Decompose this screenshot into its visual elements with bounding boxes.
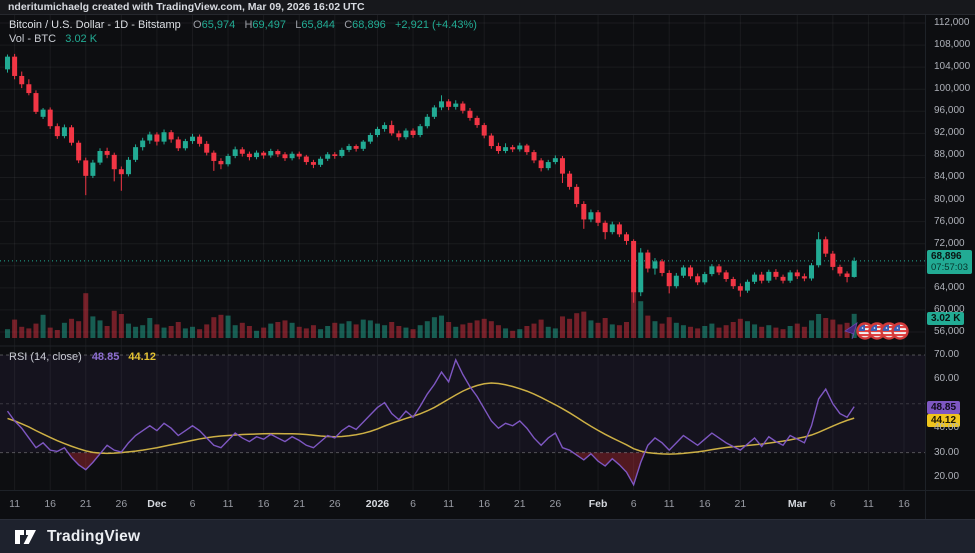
close-value: 68,896 [352, 19, 386, 31]
price-axis-label: 64,000 [934, 281, 965, 293]
time-axis-label: 26 [549, 498, 562, 510]
price-axis-label: 84,000 [934, 171, 965, 183]
rsi-legend[interactable]: RSI (14, close) 48.85 44.12 [9, 351, 156, 363]
time-scale-axis[interactable]: 11 16 21 26 Dec 6 11 16 21 26 2026 6 11 16 21 26 Feb 6 11 1… [0, 490, 975, 519]
tradingview-wordmark[interactable]: TradingView [47, 527, 141, 545]
chart-canvas[interactable] [0, 0, 975, 519]
open-label: O [193, 19, 202, 31]
time-axis-label: 6 [189, 498, 196, 510]
symbol-legend[interactable]: Bitcoin / U.S. Dollar - 1D - Bitstamp O6… [9, 18, 477, 46]
time-axis-label: 21 [293, 498, 306, 510]
price-axis-label: 92,000 [934, 127, 965, 139]
last-price-value: 68,896 [931, 250, 962, 262]
time-axis-label: 16 [698, 498, 711, 510]
price-axis-label: 72,000 [934, 237, 965, 249]
rsi-value: 48.85 [91, 351, 120, 363]
price-axis-label: 76,000 [934, 215, 965, 227]
chart-stickers[interactable] [844, 322, 909, 340]
price-axis-label: 100,000 [934, 83, 971, 95]
volume-label: Vol - BTC [9, 33, 57, 45]
time-axis-label: 21 [734, 498, 747, 510]
candlesticks [5, 53, 857, 303]
last-price-badge: 68,896 07:57:03 [927, 249, 972, 274]
price-scale-axis[interactable]: 68,896 07:57:03 3.02 K 48.85 44.12 112,0… [925, 15, 975, 519]
rsi-band-zone [0, 355, 925, 453]
change-value: +2,921 (+4.43%) [395, 19, 477, 31]
time-axis-label: 11 [862, 498, 874, 510]
time-axis-label: 6 [829, 498, 836, 510]
rsi-level-lines [0, 354, 925, 454]
tradingview-logo-icon[interactable] [14, 526, 38, 548]
us-flag-icon [892, 323, 908, 339]
watermark-text: nderitumichaelg created with TradingView… [8, 1, 365, 13]
time-axis-label: Mar [787, 498, 807, 510]
price-axis-label: 104,000 [934, 61, 971, 73]
volume-bars [5, 290, 857, 338]
watermark-bar: nderitumichaelg created with TradingView… [0, 0, 975, 15]
footer-bar: TradingView [0, 519, 975, 553]
time-axis-label: 11 [9, 498, 21, 510]
price-axis-label: 88,000 [934, 149, 965, 161]
volume-legend-row[interactable]: Vol - BTC 3.02 K [9, 32, 477, 46]
low-label: L [295, 19, 302, 31]
rsi-plot [6, 358, 855, 487]
time-axis-label: Dec [147, 498, 167, 510]
rsi-ma-value: 44.12 [128, 351, 156, 363]
price-axis-label: 60,000 [934, 303, 965, 315]
bar-countdown: 07:57:03 [931, 261, 968, 273]
time-axis-label: 26 [328, 498, 341, 510]
symbol-legend-row: Bitcoin / U.S. Dollar - 1D - Bitstamp O6… [9, 18, 477, 32]
rsi-axis-label: 20.00 [934, 471, 960, 482]
rsi-axis-label: 60.00 [934, 373, 960, 385]
rsi-axis-label: 70.00 [934, 349, 960, 360]
grid-lines [0, 15, 925, 490]
high-label: H [244, 19, 253, 31]
time-axis-label: 11 [443, 498, 455, 510]
time-axis-label: 6 [410, 498, 416, 510]
time-axis-label: 16 [898, 498, 910, 510]
symbol-title: Bitcoin / U.S. Dollar - 1D - Bitstamp [9, 19, 181, 31]
volume-value: 3.02 K [65, 33, 98, 45]
time-axis-label: 2026 [365, 498, 390, 510]
open-value: 65,974 [201, 19, 236, 31]
time-axis-label: 21 [79, 498, 92, 510]
price-axis-label: 80,000 [934, 193, 965, 205]
time-axis-label: 16 [478, 498, 491, 510]
time-axis-label: 16 [257, 498, 270, 510]
time-axis-label: 11 [663, 498, 675, 510]
price-axis-label: 96,000 [934, 105, 965, 117]
close-label: C [344, 19, 353, 31]
price-axis-label: 112,000 [934, 17, 970, 28]
price-axis-label: 108,000 [934, 39, 971, 51]
rsi-axis-label: 40.00 [934, 422, 960, 434]
rsi-axis-label: 30.00 [934, 446, 960, 458]
time-axis-label: Feb [588, 498, 608, 510]
time-axis-label: 6 [630, 498, 637, 510]
time-axis-label: 16 [44, 498, 57, 510]
rsi-value-badge: 48.85 [927, 400, 961, 414]
rsi-oversold-fill [67, 452, 645, 485]
rsi-ma-value-badge: 44.12 [927, 413, 961, 427]
time-axis-label: 26 [115, 498, 128, 510]
rsi-label: RSI (14, close) [9, 351, 82, 363]
low-value: 65,844 [301, 19, 336, 31]
time-axis-label: 21 [513, 498, 526, 510]
time-axis-label: 11 [222, 498, 234, 510]
high-value: 69,497 [252, 19, 287, 31]
volume-badge: 3.02 K [927, 311, 965, 325]
price-axis-label: 56,000 [934, 325, 965, 337]
